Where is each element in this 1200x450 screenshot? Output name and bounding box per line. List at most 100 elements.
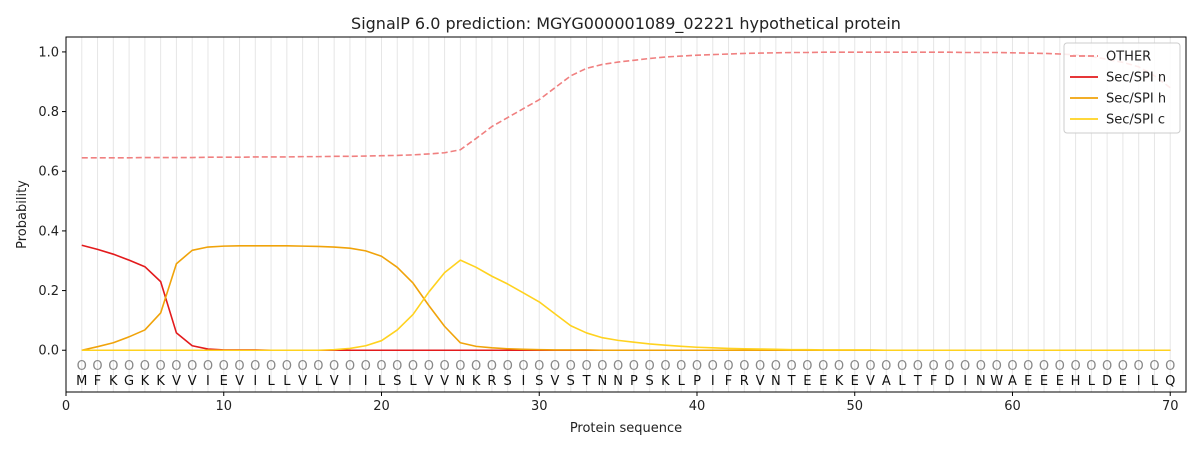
- prediction-label: O: [755, 359, 765, 374]
- residue-label: R: [740, 374, 749, 389]
- residue-label: V: [440, 374, 449, 389]
- plot-frame: [65, 36, 1187, 393]
- residue-label: S: [504, 374, 512, 389]
- residue-label: T: [787, 374, 796, 389]
- residue-label: E: [1040, 374, 1048, 389]
- residue-label: K: [661, 374, 670, 389]
- prediction-label: O: [881, 359, 891, 374]
- prediction-label: O: [1149, 359, 1159, 374]
- chart-title: SignalP 6.0 prediction: MGYG000001089_02…: [351, 14, 901, 34]
- residue-label: L: [283, 374, 291, 389]
- prediction-label: O: [771, 359, 781, 374]
- prediction-label: O: [897, 359, 907, 374]
- residue-label: F: [930, 374, 937, 389]
- residue-label: E: [803, 374, 811, 389]
- residue-label: E: [1119, 374, 1127, 389]
- residue-label: H: [1071, 374, 1081, 389]
- prediction-label: O: [865, 359, 875, 374]
- prediction-label: O: [108, 359, 118, 374]
- prediction-label: O: [439, 359, 449, 374]
- residue-label: D: [944, 374, 954, 389]
- prediction-label: O: [850, 359, 860, 374]
- prediction-label: O: [629, 359, 639, 374]
- x-tick-label: 20: [373, 399, 390, 414]
- prediction-label: O: [692, 359, 702, 374]
- prediction-label: O: [645, 359, 655, 374]
- grid-lines: [81, 37, 1171, 392]
- residue-label: E: [1056, 374, 1064, 389]
- prediction-label: O: [566, 359, 576, 374]
- x-tick-label: 0: [62, 399, 70, 414]
- residue-label: K: [156, 374, 165, 389]
- residue-label: L: [267, 374, 275, 389]
- prediction-label: O: [944, 359, 954, 374]
- y-tick-label: 0.2: [38, 284, 59, 299]
- residue-label: T: [582, 374, 591, 389]
- residue-label: I: [1137, 374, 1141, 389]
- y-tick-label: 0.0: [38, 344, 59, 359]
- residue-label: A: [1008, 374, 1017, 389]
- prediction-label: O: [1165, 359, 1175, 374]
- x-tick-label: 30: [531, 399, 548, 414]
- residue-label: E: [220, 374, 228, 389]
- residue-label: V: [424, 374, 433, 389]
- residue-label: I: [348, 374, 352, 389]
- residue-label: I: [364, 374, 368, 389]
- x-tick-label: 40: [689, 399, 706, 414]
- residue-label: P: [630, 374, 638, 389]
- x-tick-label: 70: [1162, 399, 1179, 414]
- prediction-label: O: [219, 359, 229, 374]
- prediction-label: O: [913, 359, 923, 374]
- residue-label: E: [819, 374, 827, 389]
- prediction-label: O: [1118, 359, 1128, 374]
- y-axis-ticks: 0.0 0.2 0.4 0.6 0.8 1.0: [38, 45, 66, 359]
- prediction-label: O: [550, 359, 560, 374]
- residue-label: K: [835, 374, 844, 389]
- prediction-label: O: [992, 359, 1002, 374]
- prediction-label: O: [1055, 359, 1065, 374]
- residue-label: V: [756, 374, 765, 389]
- legend-label: Sec/SPI c: [1106, 113, 1165, 128]
- prediction-label: O: [124, 359, 134, 374]
- legend-box: [1063, 42, 1181, 134]
- prediction-label: O: [329, 359, 339, 374]
- prediction-label: O: [361, 359, 371, 374]
- prediction-label: O: [1134, 359, 1144, 374]
- residue-label: S: [567, 374, 575, 389]
- prediction-label: O: [660, 359, 670, 374]
- prediction-label: O: [708, 359, 718, 374]
- prediction-label: O: [1007, 359, 1017, 374]
- prediction-label: O: [140, 359, 150, 374]
- x-axis-title: Protein sequence: [570, 421, 682, 436]
- prediction-label: O: [960, 359, 970, 374]
- residue-label: R: [487, 374, 496, 389]
- residue-label: L: [898, 374, 906, 389]
- y-axis-title: Probability: [15, 180, 30, 249]
- residue-label: K: [141, 374, 150, 389]
- residue-label: W: [990, 374, 1003, 389]
- residue-label: G: [124, 374, 134, 389]
- residue-label: N: [771, 374, 781, 389]
- residue-label: T: [913, 374, 922, 389]
- residue-label: S: [535, 374, 543, 389]
- residue-label: V: [551, 374, 560, 389]
- residue-label: L: [315, 374, 323, 389]
- prediction-label: O: [234, 359, 244, 374]
- series-line-sec-spi-c: [81, 259, 1171, 352]
- prediction-label: O: [455, 359, 465, 374]
- prediction-label: O: [613, 359, 623, 374]
- legend-label: OTHER: [1106, 50, 1151, 65]
- prediction-label: O: [171, 359, 181, 374]
- prediction-label: O: [723, 359, 733, 374]
- series-lines: [81, 51, 1171, 352]
- prediction-label: O: [534, 359, 544, 374]
- prediction-label: O: [1039, 359, 1049, 374]
- residue-label: V: [172, 374, 181, 389]
- residue-label: E: [851, 374, 859, 389]
- residue-label: I: [711, 374, 715, 389]
- residue-label: I: [963, 374, 967, 389]
- residue-label: V: [330, 374, 339, 389]
- legend-label: Sec/SPI h: [1106, 92, 1166, 107]
- prediction-label: O: [676, 359, 686, 374]
